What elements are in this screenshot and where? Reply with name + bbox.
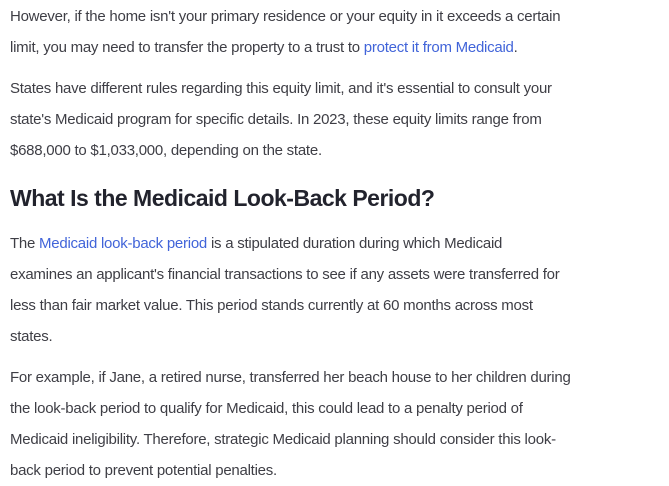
paragraph-line: the look-back period to qualify for Medi… — [10, 400, 523, 417]
section-heading-lookback-period: What Is the Medicaid Look-Back Period? — [10, 185, 435, 211]
paragraph-lookback-definition: The Medicaid look-back period is a stipu… — [10, 228, 659, 352]
medicaid-lookback-period-link[interactable]: Medicaid look-back period — [39, 235, 208, 252]
paragraph-line: limit, you may need to transfer the prop… — [10, 39, 364, 56]
paragraph-line: examines an applicant's financial transa… — [10, 266, 560, 283]
paragraph-line: Medicaid ineligibility. Therefore, strat… — [10, 431, 556, 448]
paragraph-state-equity-limits: States have different rules regarding th… — [10, 73, 659, 166]
paragraph-line: However, if the home isn't your primary … — [10, 8, 561, 25]
paragraph-line: states. — [10, 328, 53, 345]
paragraph-line: $688,000 to $1,033,000, depending on the… — [10, 142, 322, 159]
paragraph-line-end: . — [513, 39, 518, 56]
paragraph-line: States have different rules regarding th… — [10, 80, 552, 97]
paragraph-line: The — [10, 235, 40, 252]
protect-it-from-medicaid-link[interactable]: protect it from Medicaid — [363, 39, 514, 56]
paragraph-line: is a stipulated duration during which Me… — [207, 235, 503, 252]
paragraph-line: state's Medicaid program for specific de… — [10, 111, 542, 128]
paragraph-home-equity-trust: However, if the home isn't your primary … — [10, 1, 659, 63]
paragraph-jane-example: For example, if Jane, a retired nurse, t… — [10, 362, 659, 486]
paragraph-line: back period to prevent potential penalti… — [10, 462, 277, 479]
paragraph-line: less than fair market value. This period… — [10, 297, 533, 314]
paragraph-line: For example, if Jane, a retired nurse, t… — [10, 369, 571, 386]
